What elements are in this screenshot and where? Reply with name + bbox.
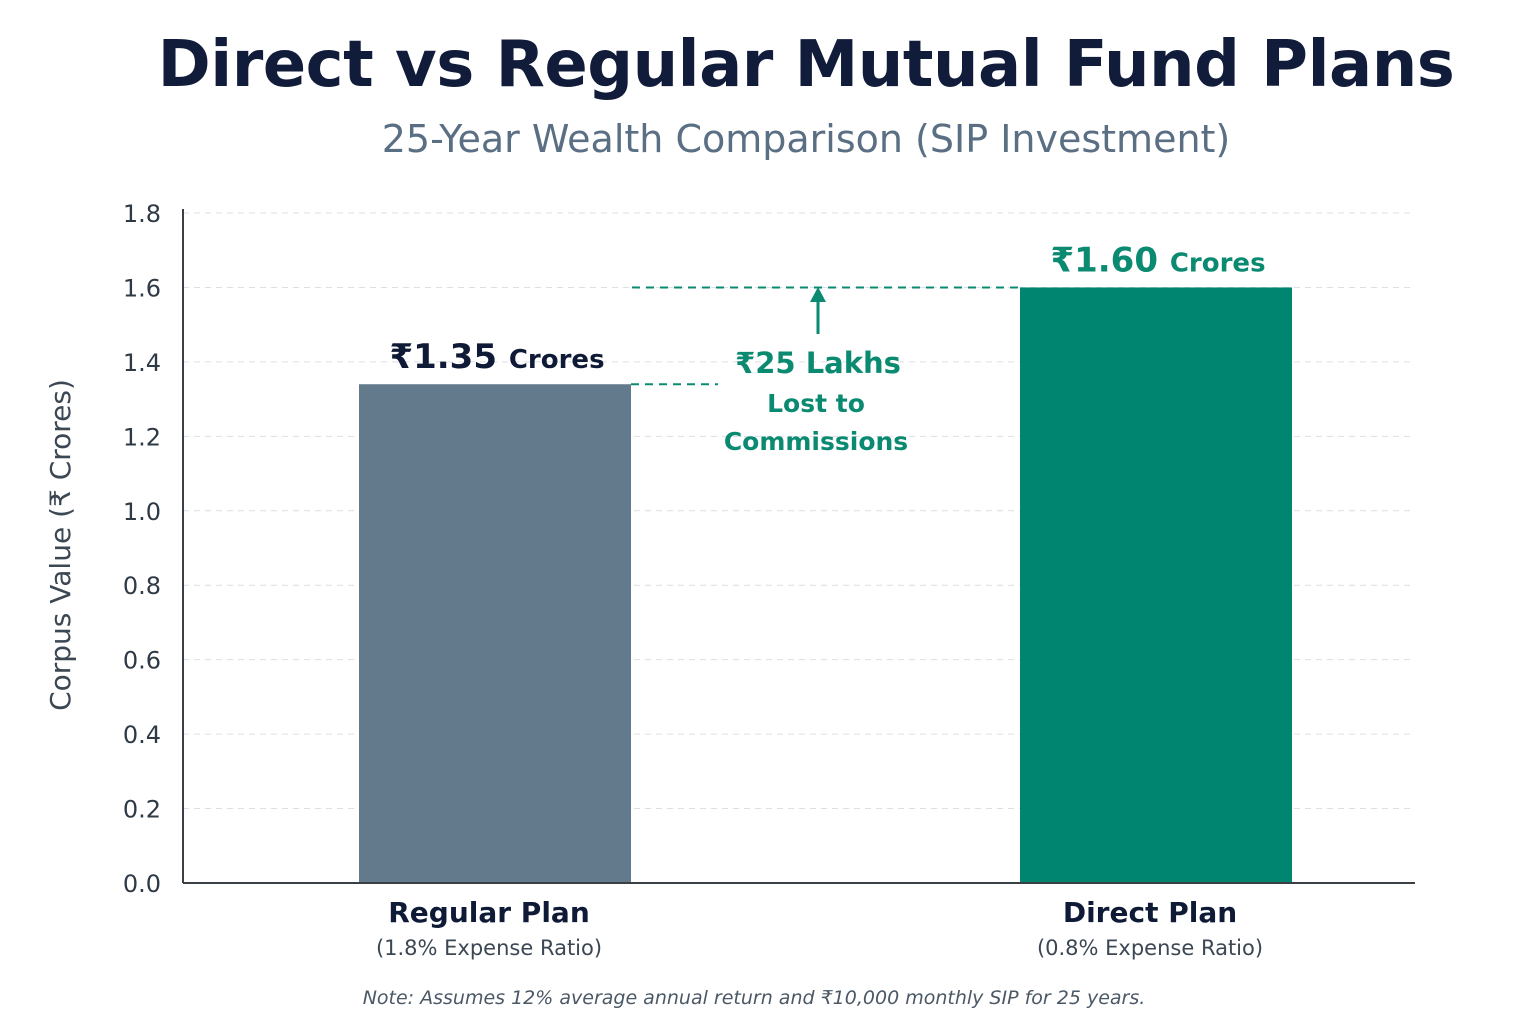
commission-annotation: ₹25 Lakhs Lost to Commissions (631, 286, 1020, 456)
chart-subtitle: 25-Year Wealth Comparison (SIP Investmen… (381, 117, 1231, 161)
annotation-amount: ₹25 Lakhs (735, 346, 901, 380)
bar-direct-plan (1020, 287, 1292, 883)
bar-value-label: ₹1.35 Crores (389, 337, 604, 377)
y-tick-label: 0.4 (123, 721, 161, 749)
category-label: Direct Plan (1063, 896, 1237, 929)
bar-regular-plan (359, 384, 631, 883)
y-axis-label: Corpus Value (₹ Crores) (44, 379, 77, 711)
category-labels: Regular Plan (1.8% Expense Ratio) Direct P… (376, 896, 1263, 960)
category-sublabel: (1.8% Expense Ratio) (376, 936, 602, 960)
bar-value-amount: ₹1.35 (389, 337, 508, 377)
arrow-head-icon (810, 287, 826, 302)
bar-value-label: ₹1.60 Crores (1050, 240, 1265, 280)
y-tick-label: 1.6 (123, 274, 161, 302)
y-tick-labels: 0.0 0.2 0.4 0.6 0.8 1.0 1.2 1.4 1.6 1.8 (123, 200, 161, 898)
footnote: Note: Assumes 12% average annual return … (362, 987, 1146, 1009)
annotation-line-3: Commissions (724, 427, 908, 456)
y-tick-label: 0.6 (123, 647, 161, 675)
category-sublabel: (0.8% Expense Ratio) (1037, 936, 1263, 960)
chart-title: Direct vs Regular Mutual Fund Plans (157, 28, 1455, 102)
bars: ₹1.35 Crores₹1.60 Crores (359, 240, 1292, 883)
annotation-line-2: Lost to (767, 389, 865, 418)
y-tick-label: 1.0 (123, 498, 161, 526)
y-tick-label: 0.2 (123, 796, 161, 824)
bar-value-amount: ₹1.60 (1050, 240, 1169, 280)
y-tick-label: 0.0 (123, 870, 161, 898)
bar-value-unit: Crores (509, 345, 605, 375)
y-tick-label: 1.4 (123, 349, 161, 377)
category-label: Regular Plan (388, 896, 590, 929)
y-tick-label: 1.2 (123, 423, 161, 451)
y-tick-label: 0.8 (123, 572, 161, 600)
bar-value-unit: Crores (1170, 248, 1266, 278)
y-tick-label: 1.8 (123, 200, 161, 228)
